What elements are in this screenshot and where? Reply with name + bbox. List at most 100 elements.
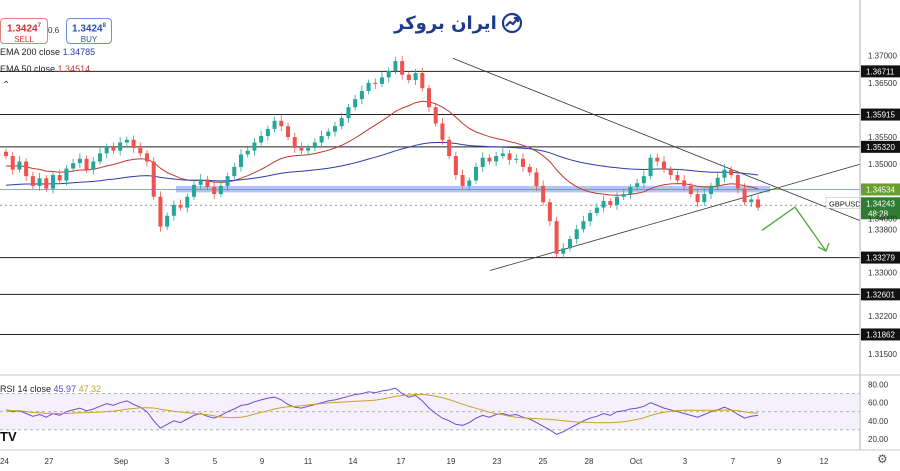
y-tick-label: 1.33000 [868, 269, 897, 278]
level-label: 1.31862 [866, 330, 895, 339]
candle-body [279, 120, 284, 127]
ema200-legend[interactable]: EMA 200 close 1.34785 [0, 47, 95, 57]
candle-body [366, 82, 371, 91]
current-price-label: 1.34243 [866, 199, 895, 208]
candle-body [353, 99, 358, 108]
x-tick-label: 23 [493, 457, 502, 466]
level-tag [861, 65, 900, 78]
candle-body [205, 179, 210, 187]
candle-body [265, 128, 270, 136]
time-axis: 24 27 Sep 3 5 9 11 14 17 19 23 25 28 Oct 3 7 9 12 [0, 457, 829, 466]
candle-body [97, 153, 103, 162]
rsi-pane: 80.00 60.00 40.00 20.00 [0, 381, 889, 444]
x-tick-label: 25 [539, 457, 548, 466]
buy-label: BUY [80, 35, 98, 45]
y-tick-label: 1.35000 [868, 160, 897, 169]
level-label: 1.35915 [866, 111, 895, 120]
ema50-legend[interactable]: EMA 50 close 1.34514 [0, 64, 90, 74]
rsi-line [5, 387, 759, 435]
logo-text: ایران بروکر [394, 12, 497, 34]
candle-body [520, 158, 526, 167]
sell-button[interactable]: 1.34247 SELL [0, 18, 48, 44]
level-label: 1.34534 [866, 185, 895, 194]
candle-body [138, 147, 143, 154]
candle-body [413, 73, 418, 81]
candle-body [695, 194, 700, 203]
moving-averages [5, 100, 759, 196]
candle-body [359, 90, 364, 100]
candle-body [755, 199, 761, 208]
x-tick-label: 27 [45, 457, 54, 466]
candle-body [507, 153, 512, 160]
x-tick-label: 3 [165, 457, 170, 466]
candle-body [467, 180, 472, 186]
candle-body [715, 177, 720, 186]
x-tick-label: Sep [114, 457, 129, 466]
current-price-tag [861, 197, 900, 220]
candle-body [722, 169, 727, 178]
candle-body [57, 175, 62, 181]
candle-body [648, 157, 653, 177]
rsi-tick-label: 80.00 [868, 381, 889, 390]
gear-icon[interactable]: ⚙ [877, 452, 888, 466]
candle-body [71, 163, 76, 169]
chevron-up-icon[interactable]: ⌃ [2, 80, 11, 91]
candle-body [118, 142, 123, 151]
candle-body [77, 158, 82, 164]
candle-body [688, 185, 693, 195]
candle-body [124, 139, 129, 143]
symbol-tag: GBPUSD [829, 199, 861, 208]
candle-body [480, 157, 485, 167]
candle-body [225, 176, 230, 186]
y-tick-label: 1.31500 [868, 350, 897, 359]
candle-body [641, 176, 646, 184]
level-tag [861, 288, 900, 301]
candle-body [574, 229, 579, 240]
candle-body [332, 126, 338, 132]
candle-body [379, 77, 385, 84]
trend-arrow-icon [501, 12, 522, 34]
candle-body [514, 158, 519, 160]
candle-body [406, 74, 411, 81]
x-tick-label: 17 [397, 457, 406, 466]
candle-body [158, 196, 163, 227]
candle-body [238, 154, 244, 167]
level-tag [861, 108, 900, 121]
candle-body [541, 185, 546, 203]
candle-body [621, 194, 626, 197]
candle-body [64, 168, 69, 181]
candle-body [50, 175, 56, 189]
candle-body [165, 215, 170, 227]
candle-body [319, 135, 324, 143]
candle-body [212, 186, 217, 195]
tradingview-logo: TV [0, 429, 17, 444]
ema50-label: EMA 50 close [0, 64, 56, 74]
buy-button[interactable]: 1.34248 BUY [66, 18, 112, 44]
candle-body [144, 153, 150, 162]
rsi-ma-line [5, 394, 759, 424]
ema50-line [5, 100, 759, 196]
countdown-label: 48:28 [868, 209, 889, 218]
candle-body [178, 204, 183, 208]
rsi-value: 45.97 [53, 384, 77, 394]
candle-body [742, 188, 747, 203]
level-tag [861, 183, 900, 196]
candle-body [440, 123, 445, 140]
candle-body [487, 157, 492, 162]
candle-body [702, 194, 707, 203]
candle-body [628, 186, 633, 195]
candle-body [675, 175, 680, 181]
candle-body [708, 185, 714, 195]
candle-body [245, 150, 250, 155]
candle-body [473, 166, 479, 181]
candle-body [567, 239, 573, 249]
level-tag [861, 140, 900, 153]
candle-body [500, 153, 505, 157]
rsi-legend[interactable]: RSI 14 close 45.97 47.32 [0, 384, 101, 394]
sell-label: SELL [14, 35, 34, 45]
x-tick-label: 19 [447, 457, 456, 466]
candle-body [447, 139, 452, 157]
horizontal-levels: 1.36711 1.35915 1.35320 1.34534 1.33279 1.326… [0, 65, 900, 341]
